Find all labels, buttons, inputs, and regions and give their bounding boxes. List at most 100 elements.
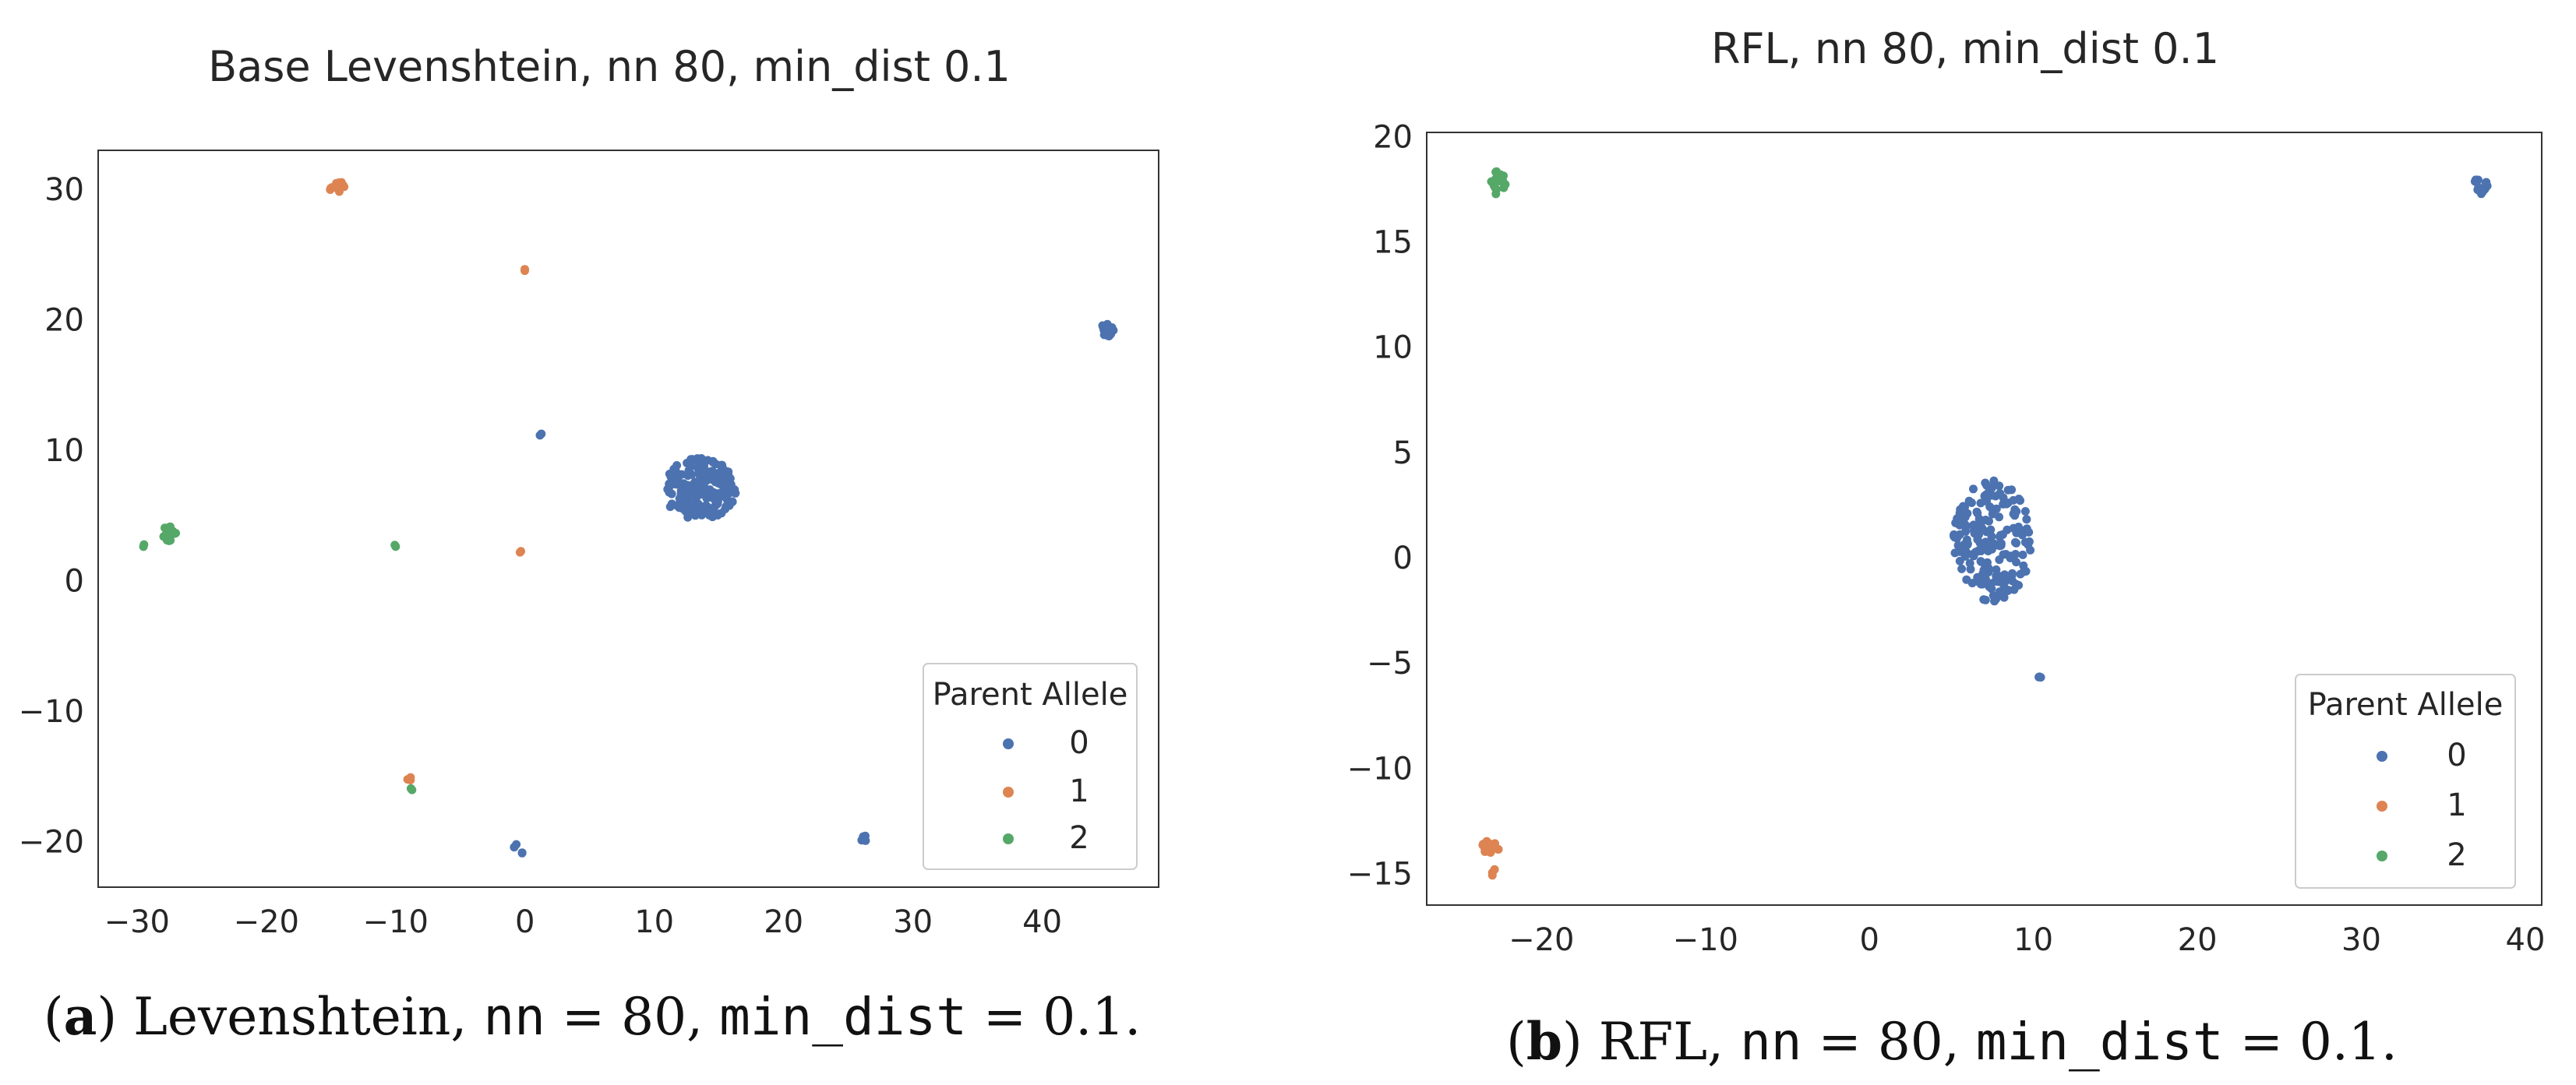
data-point-series-1-cluster-0 (1493, 844, 1502, 854)
data-point-series-0-cluster-0 (690, 511, 700, 520)
data-point-series-1-cluster-0 (333, 180, 342, 189)
x-ticks-b: −20 −10 0 10 20 30 40 (1509, 922, 2545, 958)
data-point-series-0-cluster-0 (676, 489, 686, 498)
data-point-series-0-cluster-1 (2482, 178, 2491, 187)
legend-marker-1-b (2377, 801, 2387, 812)
data-point-series-0-cluster-0 (1992, 572, 2001, 580)
data-point-series-1-cluster-1 (1487, 868, 1497, 877)
data-point-series-0-cluster-0 (672, 501, 681, 510)
data-point-series-0-cluster-0 (1966, 565, 1975, 574)
legend-label-1-b: 1 (2447, 787, 2466, 823)
data-point-series-0-cluster-0 (2026, 545, 2035, 555)
plot-frame-b (1426, 132, 2542, 906)
y-ticks-b: −15 −10 −5 0 5 10 15 20 (1347, 119, 1413, 892)
data-point-series-0-cluster-0 (1996, 541, 2005, 551)
scatter-points-a (139, 178, 1118, 858)
data-point-series-0-cluster-0 (1988, 509, 1997, 519)
y-ticks-a: −20 −10 0 10 20 30 (19, 172, 84, 860)
data-point-series-0-cluster-0 (1950, 548, 1960, 558)
data-point-series-0-cluster-0 (1984, 547, 1993, 555)
data-point-series-0-cluster-0 (708, 467, 717, 476)
y-tick-label: 15 (1373, 225, 1413, 261)
data-point-series-0-cluster-2 (535, 431, 545, 440)
data-point-series-0-cluster-0 (2018, 550, 2027, 559)
data-point-series-0-cluster-0 (1980, 569, 1989, 578)
x-tick-label: 30 (893, 904, 933, 940)
x-tick-label: 0 (1859, 922, 1879, 958)
caption-b: (b) RFL, nn = 80, min_dist = 0.1. (1506, 1011, 2398, 1072)
data-point-series-0-cluster-0 (2022, 515, 2031, 524)
data-point-series-0-cluster-0 (1961, 523, 1971, 532)
data-point-series-0-cluster-0 (1955, 556, 1964, 565)
x-ticks-a: −30 −20 −10 0 10 20 30 40 (104, 904, 1062, 940)
data-point-series-2-cluster-3 (408, 785, 417, 794)
data-point-series-0-cluster-0 (1950, 530, 1959, 539)
data-point-series-0-cluster-0 (1981, 490, 1991, 499)
data-point-series-0-cluster-0 (2008, 569, 2017, 578)
data-point-series-0-cluster-0 (1953, 517, 1962, 527)
data-point-series-0-cluster-0 (1976, 520, 1985, 529)
x-tick-label: −10 (362, 904, 428, 940)
data-point-series-1-cluster-2 (517, 547, 525, 556)
data-point-series-0-cluster-0 (1978, 579, 1987, 589)
y-tick-label: 10 (44, 433, 84, 469)
data-point-series-0-cluster-0 (1999, 593, 2009, 602)
x-tick-label: 20 (2178, 922, 2218, 958)
y-tick-label: 0 (1393, 541, 1413, 576)
data-point-series-0-cluster-0 (2012, 538, 2021, 548)
data-point-series-0-cluster-0 (2006, 551, 2016, 561)
data-point-series-0-cluster-0 (672, 480, 681, 489)
data-point-series-2-cluster-0 (1491, 189, 1501, 199)
caption-a-param2-name: min_dist (719, 987, 967, 1047)
data-point-series-2-cluster-0 (163, 533, 172, 542)
data-point-series-0-cluster-0 (683, 509, 693, 519)
data-point-series-0-cluster-0 (1999, 584, 2009, 594)
legend-label-0-b: 0 (2447, 738, 2466, 773)
chart-panel-a: Base Levenshtein, nn 80, min_dist 0.1 −3… (19, 42, 1159, 940)
legend-label-2-b: 2 (2447, 837, 2466, 873)
data-point-series-0-cluster-0 (2017, 530, 2027, 540)
x-tick-label: 20 (764, 904, 803, 940)
data-point-series-0-cluster-0 (703, 491, 712, 500)
chart-title-a: Base Levenshtein, nn 80, min_dist 0.1 (208, 42, 1011, 91)
data-point-series-0-cluster-0 (682, 500, 690, 509)
data-point-series-0-cluster-0 (725, 488, 734, 498)
data-point-series-0-cluster-0 (1995, 513, 2004, 522)
x-tick-label: −20 (234, 904, 299, 940)
data-point-series-0-cluster-0 (664, 484, 673, 494)
legend-title-a: Parent Allele (933, 677, 1128, 713)
legend-label-2-a: 2 (1069, 820, 1089, 856)
data-point-series-0-cluster-0 (703, 456, 712, 465)
data-point-series-0-cluster-0 (1973, 547, 1982, 556)
legend-marker-2-a (1003, 833, 1014, 844)
y-tick-label: −10 (1347, 751, 1413, 787)
data-point-series-0-cluster-0 (1992, 565, 2001, 574)
data-point-series-0-cluster-0 (2012, 507, 2021, 516)
data-point-series-0-cluster-0 (1986, 579, 1996, 588)
x-tick-label: 30 (2341, 922, 2381, 958)
legend-marker-2-b (2377, 851, 2387, 861)
data-point-series-1-cluster-3 (406, 776, 415, 784)
data-point-series-1-cluster-0 (1484, 847, 1494, 856)
caption-b-param1-name: nn (1740, 1012, 1801, 1072)
data-point-series-0-cluster-0 (1979, 595, 1988, 604)
data-point-series-2-cluster-0 (171, 529, 180, 537)
data-point-series-0-cluster-0 (1998, 530, 2007, 539)
legend-marker-0-a (1003, 738, 1014, 749)
data-point-series-0-cluster-0 (1955, 509, 1964, 518)
legend-marker-1-a (1003, 787, 1014, 798)
legend-label-0-a: 0 (1069, 725, 1089, 761)
x-tick-label: 10 (634, 904, 674, 940)
data-point-series-0-cluster-0 (1953, 541, 1963, 550)
plot-frame-a (97, 150, 1159, 888)
caption-b-method: RFL (1599, 1012, 1707, 1072)
data-point-series-0-cluster-0 (1960, 502, 1969, 512)
data-point-series-0-cluster-0 (684, 466, 693, 475)
data-point-series-1-cluster-0 (1479, 840, 1488, 848)
data-point-series-0-cluster-0 (1957, 564, 1967, 573)
caption-a-param2-value: 0.1 (1043, 987, 1124, 1047)
data-point-series-0-cluster-0 (2014, 523, 2023, 531)
legend-box-b (2295, 674, 2516, 889)
y-tick-label: 0 (65, 564, 84, 600)
data-point-series-0-cluster-0 (2019, 561, 2028, 570)
